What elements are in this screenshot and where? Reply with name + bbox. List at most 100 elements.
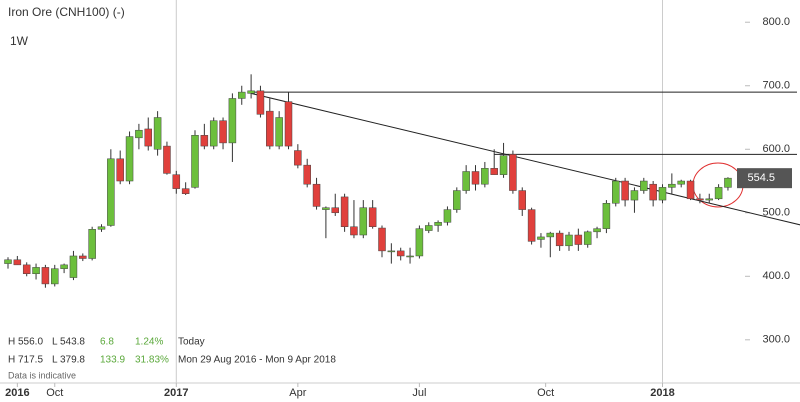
candle-body xyxy=(630,190,639,201)
candle-body xyxy=(658,187,667,201)
candle-body xyxy=(116,158,124,182)
candle-body xyxy=(331,207,339,214)
info-text: Today xyxy=(178,337,205,348)
candle-body xyxy=(107,158,115,226)
trend-line xyxy=(250,92,800,226)
x-tick-label: 2017 xyxy=(164,387,188,399)
candle-body xyxy=(303,164,311,185)
candle-body xyxy=(387,250,396,253)
candle-body xyxy=(209,120,218,147)
candle-body xyxy=(219,120,227,144)
y-tick-label: 600.0 xyxy=(762,143,790,155)
candle-body xyxy=(668,183,676,188)
candle-body xyxy=(462,171,470,191)
candle-body xyxy=(509,154,517,191)
candle-body xyxy=(172,174,181,189)
candle-body xyxy=(593,228,601,233)
candle-body xyxy=(51,268,59,285)
x-tick-label: Apr xyxy=(289,387,306,399)
chart-title: Iron Ore (CNH100) (-) xyxy=(8,5,125,19)
candle-body xyxy=(537,236,545,240)
interval: 1W xyxy=(10,34,29,48)
candle-body xyxy=(555,232,564,247)
note: Data is indicative xyxy=(8,370,76,380)
info-text: H 717.5 xyxy=(8,355,43,366)
candle-body xyxy=(705,198,713,201)
candle-body xyxy=(527,209,536,242)
y-tick-label: 500.0 xyxy=(762,207,790,219)
candle-body xyxy=(621,180,629,201)
candle-body xyxy=(153,117,162,150)
info-text: L 379.8 xyxy=(52,355,85,366)
candle-body xyxy=(490,168,498,175)
candle-body xyxy=(640,180,648,191)
y-tick-label: 300.0 xyxy=(762,334,790,346)
candle-body xyxy=(275,117,283,147)
candle-body xyxy=(135,129,143,139)
candle-body xyxy=(322,207,330,210)
candle-body xyxy=(434,222,442,226)
candle-body xyxy=(368,207,377,228)
info-text: 31.83% xyxy=(135,355,169,366)
y-tick-label: 800.0 xyxy=(762,16,790,28)
x-tick-label: Oct xyxy=(46,387,63,399)
info-text: Mon 29 Aug 2016 - Mon 9 Apr 2018 xyxy=(178,355,336,366)
candle-body xyxy=(60,264,68,269)
candle-body xyxy=(32,267,40,275)
candle-body xyxy=(443,209,452,223)
candle-body xyxy=(481,168,489,185)
candle-body xyxy=(97,226,106,230)
candle-body xyxy=(88,229,96,259)
candle-body xyxy=(471,171,480,185)
candle-body xyxy=(191,135,199,188)
candle-body xyxy=(453,190,461,210)
candle-body xyxy=(41,267,50,285)
y-tick-label: 700.0 xyxy=(762,80,790,92)
y-tick-label: 400.0 xyxy=(762,270,790,282)
candle-body xyxy=(546,232,555,238)
candle-body xyxy=(612,180,620,204)
info-text: 1.24% xyxy=(135,337,163,348)
candle-body xyxy=(79,255,87,259)
candle-body xyxy=(294,150,302,166)
candle-body xyxy=(565,234,573,247)
info-text: 6.8 xyxy=(100,337,114,348)
candle-body xyxy=(22,264,31,275)
x-tick-label: Oct xyxy=(537,387,554,399)
info-text: H 556.0 xyxy=(8,337,43,348)
candle-body xyxy=(602,203,611,229)
candle-body xyxy=(359,207,368,236)
candle-body xyxy=(406,255,414,258)
candle-body xyxy=(714,187,723,200)
candle-body xyxy=(228,98,237,144)
candle-body xyxy=(284,101,293,147)
price-box xyxy=(737,168,792,189)
candle-body xyxy=(238,91,246,99)
info-text: L 543.8 xyxy=(52,337,85,348)
candle-body xyxy=(378,227,386,252)
candle-body xyxy=(415,228,424,257)
candle-body xyxy=(312,183,321,207)
candle-body xyxy=(583,231,592,245)
candle-body xyxy=(350,226,358,236)
candle-body xyxy=(4,259,12,264)
candle-body xyxy=(696,198,704,201)
x-tick-label: 2018 xyxy=(650,387,674,399)
candle-body xyxy=(425,225,433,231)
candle-body xyxy=(144,128,152,147)
candle-body xyxy=(724,177,732,188)
candle-body xyxy=(200,135,209,147)
candle-body xyxy=(686,180,695,200)
candle-body xyxy=(677,180,685,185)
candle-body xyxy=(247,90,255,94)
price-label: 554.5 xyxy=(747,172,775,184)
candle-body xyxy=(69,255,78,278)
candle-body xyxy=(649,183,657,201)
candle-body xyxy=(574,234,583,245)
candle-body xyxy=(13,259,22,266)
candle-body xyxy=(125,136,134,182)
candle-body xyxy=(340,196,349,228)
candle-body xyxy=(499,155,508,175)
candle-body xyxy=(396,250,405,257)
